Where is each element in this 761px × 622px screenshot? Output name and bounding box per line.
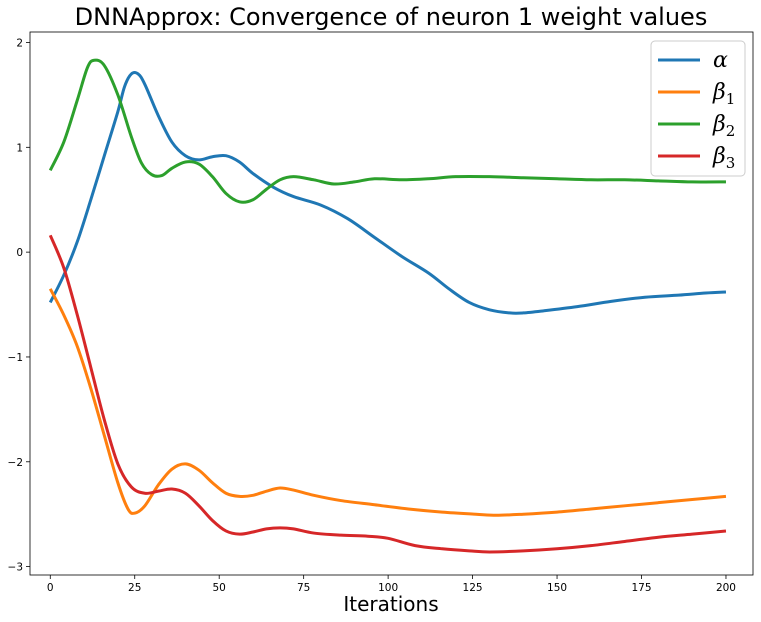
y-tick-label: −2: [8, 457, 23, 469]
x-tick-label: 125: [463, 582, 483, 594]
series-line-2: [48, 58, 726, 204]
x-tick-label: 175: [631, 582, 651, 594]
y-tick-label: −3: [8, 562, 23, 574]
x-tick-label: 0: [47, 582, 54, 594]
series-layer: [48, 58, 727, 554]
series-line-0: [48, 70, 727, 315]
legend-box: [650, 40, 746, 177]
y-tick-label: 2: [16, 37, 23, 49]
y-tick-label: −1: [8, 352, 23, 364]
y-tick-label: 0: [16, 247, 23, 259]
legend-label: α: [713, 48, 728, 73]
x-tick-label: 200: [716, 582, 736, 594]
x-axis: 0 25 50 75 100 125 150 175 200: [47, 575, 736, 594]
y-tick-label: 1: [16, 142, 23, 154]
series-line-3: [48, 234, 727, 554]
series-line-1: [48, 288, 727, 517]
x-tick-label: 75: [297, 582, 310, 594]
plot-frame: [29, 31, 754, 576]
x-tick-label: 100: [378, 582, 398, 594]
chart-title: DNNApprox: Convergence of neuron 1 weigh…: [75, 3, 708, 31]
legend-label: β2: [712, 112, 735, 140]
x-tick-label: 150: [547, 582, 567, 594]
x-tick-label: 50: [213, 582, 226, 594]
legend-label: β1: [712, 80, 735, 108]
legend-label: β3: [712, 144, 735, 172]
x-tick-label: 25: [128, 582, 141, 594]
legend: α β1 β2 β3: [650, 40, 746, 177]
x-axis-label: Iterations: [343, 592, 438, 616]
y-axis: −3 −2 −1 0 1 2: [8, 37, 30, 574]
